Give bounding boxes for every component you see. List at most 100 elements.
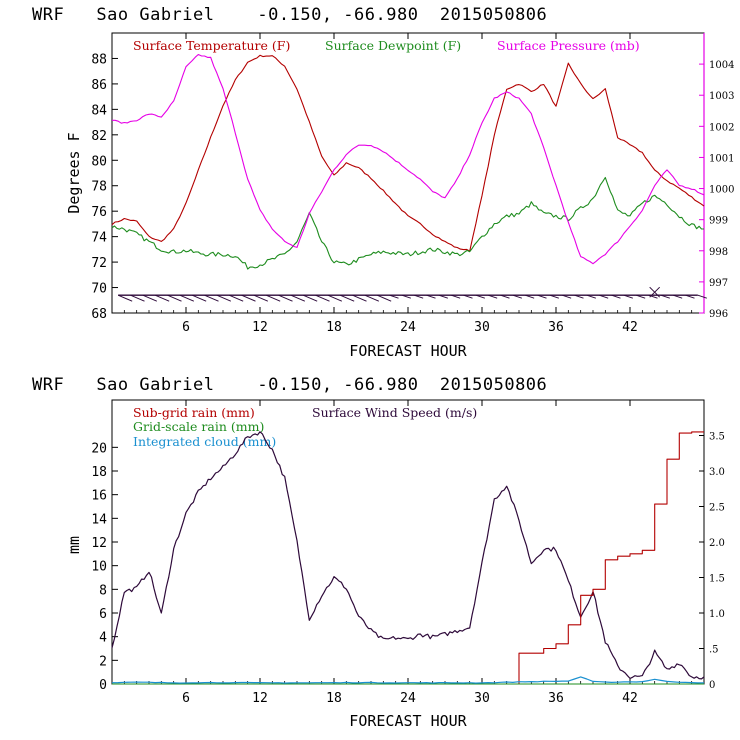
wind-barb bbox=[191, 294, 207, 302]
y2-tick-label: 997 bbox=[709, 278, 728, 289]
legend-wind-speed: Surface Wind Speed (m/s) bbox=[312, 405, 477, 420]
wind-barb bbox=[167, 294, 182, 302]
y-tick-label: 8 bbox=[99, 583, 107, 598]
y-tick-label: 14 bbox=[91, 512, 107, 527]
wind-barb bbox=[179, 294, 195, 302]
y-tick-label: 20 bbox=[91, 441, 107, 456]
y-tick-label: 2 bbox=[99, 654, 107, 669]
wind-barb bbox=[228, 294, 244, 302]
wind-barb bbox=[685, 294, 695, 299]
x-tick-label: 18 bbox=[326, 320, 342, 335]
wind-barb bbox=[142, 294, 158, 302]
wind-barb bbox=[302, 294, 318, 302]
wind-barb bbox=[549, 294, 559, 299]
wind-barb bbox=[315, 294, 330, 302]
y-tick-label: 84 bbox=[91, 103, 107, 118]
y2-tick-label: 999 bbox=[709, 216, 728, 227]
x-axis-label: FORECAST HOUR bbox=[349, 342, 467, 360]
wind-barb bbox=[216, 294, 232, 302]
y-tick-label: 78 bbox=[91, 180, 107, 195]
legend-subgrid-rain: Sub-grid rain (mm) bbox=[133, 405, 255, 420]
y-tick-label: 72 bbox=[91, 256, 107, 271]
panel-temperature: WRF Sao Gabriel -0.150, -66.980 20150508… bbox=[32, 5, 734, 360]
x-tick-label: 36 bbox=[548, 320, 564, 335]
wind-barb-calm bbox=[649, 286, 661, 298]
wind-barb bbox=[376, 294, 392, 302]
y-tick-label: 88 bbox=[91, 52, 107, 67]
y-tick-label: 68 bbox=[91, 307, 107, 322]
x-tick-label: 30 bbox=[474, 691, 490, 706]
y-tick-label: 70 bbox=[91, 282, 107, 297]
y-tick-label: 6 bbox=[99, 607, 107, 622]
wind-barb bbox=[463, 294, 473, 299]
wind-barb bbox=[154, 294, 170, 302]
y2-tick-label: 1004 bbox=[709, 60, 734, 71]
wind-barb bbox=[623, 294, 633, 299]
y2-tick-label: 0 bbox=[709, 680, 715, 691]
wind-barb bbox=[611, 294, 621, 299]
y-tick-label: 10 bbox=[91, 560, 107, 575]
wind-barb bbox=[130, 294, 145, 302]
wind-barb bbox=[636, 294, 646, 299]
wind-barb bbox=[475, 294, 485, 299]
x-tick-label: 12 bbox=[252, 691, 268, 706]
y-tick-label: 12 bbox=[91, 536, 107, 551]
y2-tick-label: 2.0 bbox=[709, 538, 725, 549]
wind-barb bbox=[389, 294, 399, 299]
y2-tick-label: 998 bbox=[709, 247, 728, 258]
wind-barb bbox=[364, 294, 380, 302]
wind-barb bbox=[451, 294, 461, 299]
y-tick-label: 76 bbox=[91, 205, 107, 220]
wind-barb bbox=[241, 294, 256, 302]
y-axis-label-2: mm bbox=[65, 536, 83, 554]
series-line-integrated-cloud bbox=[111, 676, 705, 684]
y2-tick-label: 3.0 bbox=[709, 467, 725, 478]
y-tick-label: 0 bbox=[99, 678, 107, 693]
wind-barb bbox=[426, 294, 436, 299]
wind-barb bbox=[537, 294, 547, 299]
y2-tick-label: 1.5 bbox=[709, 574, 725, 585]
panel-precipitation: WRF Sao Gabriel -0.150, -66.980 20150508… bbox=[32, 375, 725, 730]
wind-barb bbox=[673, 294, 683, 299]
wind-barb bbox=[265, 294, 281, 302]
y2-tick-label: 2.5 bbox=[709, 503, 725, 514]
wind-barb bbox=[586, 294, 596, 299]
y2-tick-label: 1.0 bbox=[709, 609, 725, 620]
y-tick-label: 4 bbox=[99, 631, 107, 646]
wind-barb bbox=[512, 294, 522, 299]
wind-barb bbox=[599, 294, 609, 299]
wind-barb bbox=[204, 294, 219, 302]
y2-tick-label: 1003 bbox=[709, 91, 734, 102]
y2-tick-label: 1002 bbox=[709, 122, 734, 133]
y2-tick-label: 996 bbox=[709, 309, 728, 320]
y2-tick-label: .5 bbox=[709, 645, 719, 656]
chart-title-2: WRF Sao Gabriel -0.150, -66.980 20150508… bbox=[32, 375, 547, 395]
x-tick-label: 12 bbox=[252, 320, 268, 335]
wind-barb bbox=[352, 294, 367, 302]
y2-tick-label: 3.5 bbox=[709, 432, 725, 443]
chart-title: WRF Sao Gabriel -0.150, -66.980 20150508… bbox=[32, 5, 547, 25]
legend-integrated-cloud: Integrated cloud (mm) bbox=[133, 434, 276, 449]
y-tick-label: 82 bbox=[91, 129, 107, 144]
wind-barbs bbox=[117, 286, 707, 302]
wind-barb bbox=[339, 294, 355, 302]
legend-temperature: Surface Temperature (F) bbox=[133, 38, 290, 53]
legend-gridscale-rain: Grid-scale rain (mm) bbox=[133, 419, 264, 434]
series-line-temperature bbox=[111, 54, 705, 252]
wind-barb bbox=[500, 294, 510, 299]
wind-barb bbox=[401, 294, 411, 299]
x-tick-label: 24 bbox=[400, 691, 416, 706]
legend-pressure: Surface Pressure (mb) bbox=[497, 38, 640, 53]
x-tick-label: 30 bbox=[474, 320, 490, 335]
wind-barb bbox=[697, 294, 707, 299]
y2-tick-label: 1000 bbox=[709, 185, 734, 196]
series-line-dewpoint bbox=[111, 176, 704, 270]
wind-barb bbox=[327, 294, 343, 302]
series-line-subgrid-rain bbox=[112, 431, 704, 685]
wind-barb bbox=[290, 294, 306, 302]
y-tick-label: 80 bbox=[91, 154, 107, 169]
y-tick-label: 86 bbox=[91, 78, 107, 93]
wind-barb bbox=[278, 294, 293, 302]
y-tick-label: 16 bbox=[91, 489, 107, 504]
series-line-pressure bbox=[112, 53, 705, 265]
